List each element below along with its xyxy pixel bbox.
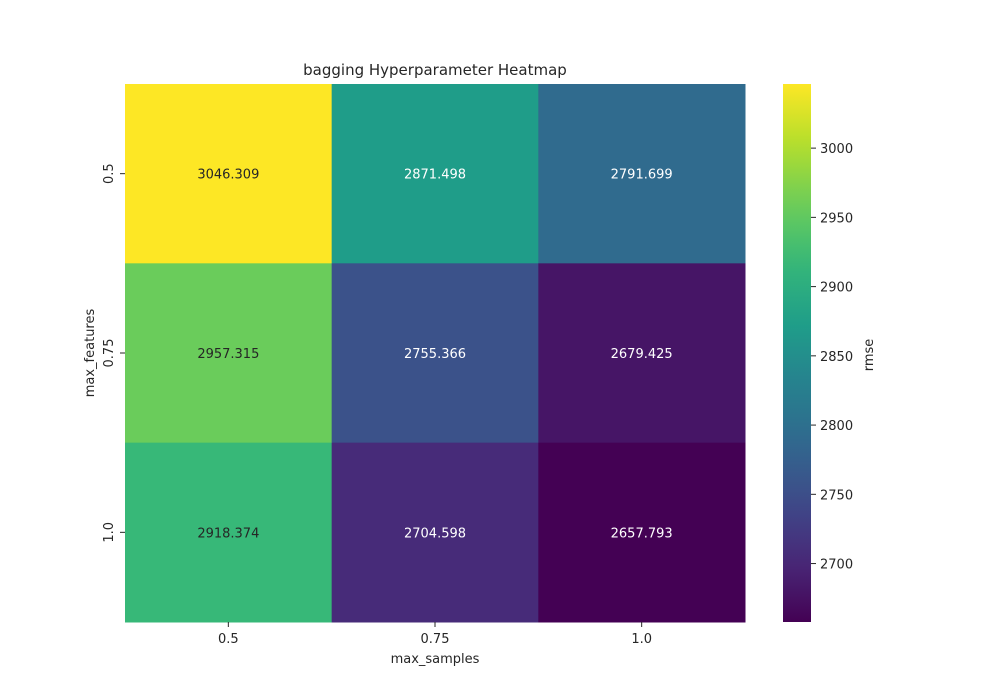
x-tick-label: 0.75 — [421, 632, 450, 647]
cell-value-label: 2918.374 — [197, 526, 259, 541]
colorbar-tick-label: 3000 — [820, 142, 853, 157]
cell-value-label: 2679.425 — [611, 347, 673, 362]
colorbar-tick-label: 2900 — [820, 281, 853, 296]
colorbar: 2700 2750 2800 2850 2900 2950 3000 — [783, 84, 853, 622]
x-axis-label: max_samples — [391, 652, 480, 667]
heatmap-cells: 3046.309 2871.498 2791.699 2957.315 2755.366… — [125, 84, 746, 623]
cell-value-label: 2791.699 — [611, 168, 673, 183]
y-tick-label: 0.75 — [102, 339, 117, 368]
heatmap-cell — [538, 84, 746, 264]
cell-value-label: 2657.793 — [611, 526, 673, 541]
cell-value-label: 2957.315 — [197, 347, 259, 362]
y-axis-label: max_features — [83, 309, 98, 398]
colorbar-tick-label: 2850 — [820, 350, 853, 365]
colorbar-tick-label: 2950 — [820, 211, 853, 226]
cell-value-label: 3046.309 — [197, 168, 259, 183]
cell-value-label: 2704.598 — [404, 526, 466, 541]
heatmap-cell — [125, 442, 333, 623]
y-axis: 0.5 0.75 1.0 — [102, 163, 125, 543]
x-tick-label: 0.5 — [218, 632, 239, 647]
x-tick-label: 1.0 — [631, 632, 652, 647]
y-tick-label: 0.5 — [102, 163, 117, 184]
heatmap-cell — [538, 263, 746, 444]
cell-value-label: 2755.366 — [404, 347, 466, 362]
x-axis: 0.5 0.75 1.0 — [218, 622, 652, 647]
heatmap-cell — [331, 84, 539, 264]
colorbar-tick-label: 2750 — [820, 488, 853, 503]
heatmap-cell — [538, 442, 746, 623]
colorbar-label: rmse — [862, 339, 877, 372]
cell-value-label: 2871.498 — [404, 168, 466, 183]
chart-title: bagging Hyperparameter Heatmap — [303, 61, 567, 79]
heatmap-cell — [331, 263, 539, 444]
heatmap-cell — [125, 263, 333, 444]
heatmap-cell — [125, 84, 333, 264]
heatmap-cell — [331, 442, 539, 623]
y-tick-label: 1.0 — [102, 522, 117, 543]
colorbar-tick-label: 2700 — [820, 558, 853, 573]
colorbar-tick-label: 2800 — [820, 419, 853, 434]
colorbar-gradient — [783, 84, 811, 622]
